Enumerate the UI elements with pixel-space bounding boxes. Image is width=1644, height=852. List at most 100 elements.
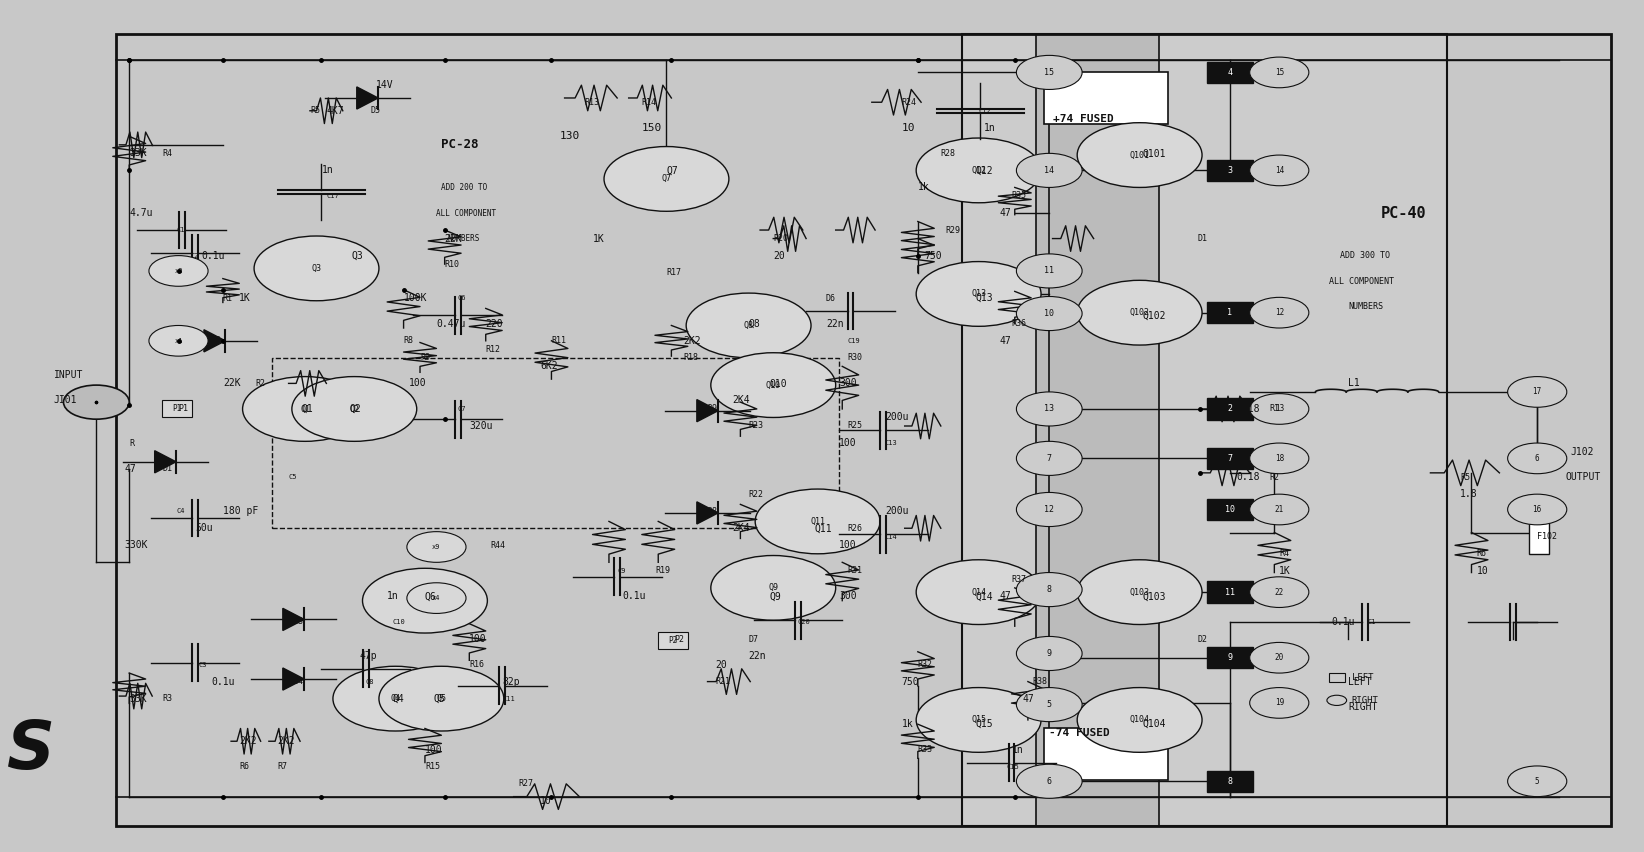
Text: Q103: Q103 (1143, 591, 1166, 602)
Text: 100: 100 (424, 745, 442, 755)
Text: 0.1u: 0.1u (1332, 617, 1355, 627)
Text: 20: 20 (1274, 653, 1284, 662)
Text: Q13: Q13 (972, 290, 986, 298)
Text: LEFT: LEFT (1351, 673, 1373, 682)
Text: L1: L1 (1348, 378, 1360, 389)
Text: 14: 14 (1274, 166, 1284, 175)
Bar (1207, 499, 1253, 520)
Text: D4: D4 (294, 677, 304, 686)
Polygon shape (283, 668, 304, 690)
Bar (1036, 34, 1159, 826)
Text: P1: P1 (173, 405, 181, 413)
Text: R21: R21 (715, 677, 730, 686)
Text: 0.1u: 0.1u (202, 250, 225, 261)
Text: ADD 200 TO: ADD 200 TO (441, 183, 488, 192)
Text: Q5: Q5 (436, 694, 447, 703)
Text: 16: 16 (1532, 505, 1542, 514)
Text: 5: 5 (1047, 700, 1052, 709)
Circle shape (1077, 123, 1202, 187)
Text: Q104: Q104 (1129, 716, 1149, 724)
Text: C17: C17 (327, 193, 339, 199)
Text: 47: 47 (1000, 591, 1011, 602)
Text: 4K7: 4K7 (327, 106, 344, 116)
Text: Q101: Q101 (1129, 151, 1149, 159)
Text: 6: 6 (1047, 777, 1052, 786)
Text: 200u: 200u (884, 506, 909, 516)
Text: Q15: Q15 (975, 719, 993, 729)
Text: R10: R10 (444, 260, 460, 268)
Text: Q9: Q9 (768, 584, 778, 592)
Text: D5: D5 (372, 106, 381, 115)
Text: R37: R37 (1011, 575, 1026, 584)
Text: Q6: Q6 (424, 591, 437, 602)
Text: 0.47u: 0.47u (436, 319, 465, 329)
Text: R3: R3 (163, 694, 173, 703)
Text: 1n: 1n (1011, 745, 1023, 755)
Text: +74 FUSED: +74 FUSED (1052, 114, 1113, 124)
Text: R14: R14 (641, 98, 658, 106)
Text: R6: R6 (1476, 550, 1486, 558)
Text: R22: R22 (748, 490, 763, 498)
Text: 0.1u: 0.1u (212, 676, 235, 687)
Text: 200u: 200u (884, 412, 909, 423)
Text: 13: 13 (1044, 405, 1054, 413)
Circle shape (1508, 377, 1567, 407)
Text: C1: C1 (1368, 619, 1376, 625)
Text: Q11: Q11 (810, 517, 825, 526)
Bar (1207, 581, 1253, 603)
Text: 2K2: 2K2 (240, 736, 256, 746)
Text: 7: 7 (1047, 454, 1052, 463)
Text: INPUT: INPUT (54, 370, 82, 380)
Text: R1: R1 (224, 294, 233, 302)
Text: R2: R2 (1269, 473, 1279, 481)
Text: Q104: Q104 (1143, 719, 1166, 729)
Bar (1207, 61, 1253, 83)
Text: R31: R31 (847, 567, 861, 575)
Text: 47: 47 (1023, 694, 1034, 704)
Text: Q102: Q102 (1129, 308, 1149, 317)
Circle shape (1249, 297, 1309, 328)
Text: 82p: 82p (501, 676, 520, 687)
Text: Q3: Q3 (311, 264, 322, 273)
Text: S: S (7, 717, 54, 783)
Circle shape (710, 353, 835, 417)
Text: 10: 10 (539, 796, 552, 806)
Text: Q102: Q102 (1143, 310, 1166, 320)
Circle shape (1508, 766, 1567, 797)
Text: 6: 6 (1535, 454, 1539, 463)
Circle shape (1016, 573, 1082, 607)
Polygon shape (697, 502, 718, 524)
Text: Q2: Q2 (350, 404, 362, 414)
Text: R13: R13 (584, 98, 600, 106)
Text: 14: 14 (1044, 166, 1054, 175)
Text: 2K2: 2K2 (278, 736, 294, 746)
Text: R29: R29 (945, 226, 960, 234)
Text: 17: 17 (1532, 388, 1542, 396)
Text: Q103: Q103 (1129, 588, 1149, 596)
Circle shape (1016, 254, 1082, 288)
Text: 33K: 33K (130, 694, 146, 704)
Circle shape (686, 293, 810, 358)
Text: 11: 11 (1044, 267, 1054, 275)
Text: NUMBERS: NUMBERS (1348, 302, 1383, 311)
Text: 130: 130 (559, 131, 580, 141)
Text: PC-40: PC-40 (1381, 205, 1427, 221)
Text: 22n: 22n (748, 651, 766, 661)
Text: R16: R16 (469, 660, 485, 669)
Text: 3: 3 (1228, 166, 1233, 175)
Text: Q13: Q13 (975, 293, 993, 303)
Text: 10: 10 (1225, 505, 1235, 514)
Text: C13: C13 (884, 440, 898, 446)
Text: D6: D6 (825, 294, 835, 302)
Text: R24: R24 (901, 98, 916, 106)
Text: R28: R28 (940, 149, 955, 158)
Circle shape (1077, 280, 1202, 345)
Text: D2: D2 (212, 337, 222, 345)
Text: Q8: Q8 (748, 319, 761, 329)
Text: R32: R32 (917, 660, 932, 669)
Polygon shape (204, 330, 225, 352)
Text: P2: P2 (669, 636, 677, 645)
Text: 1n: 1n (322, 165, 334, 176)
Text: R5: R5 (311, 106, 321, 115)
Bar (1207, 448, 1253, 469)
